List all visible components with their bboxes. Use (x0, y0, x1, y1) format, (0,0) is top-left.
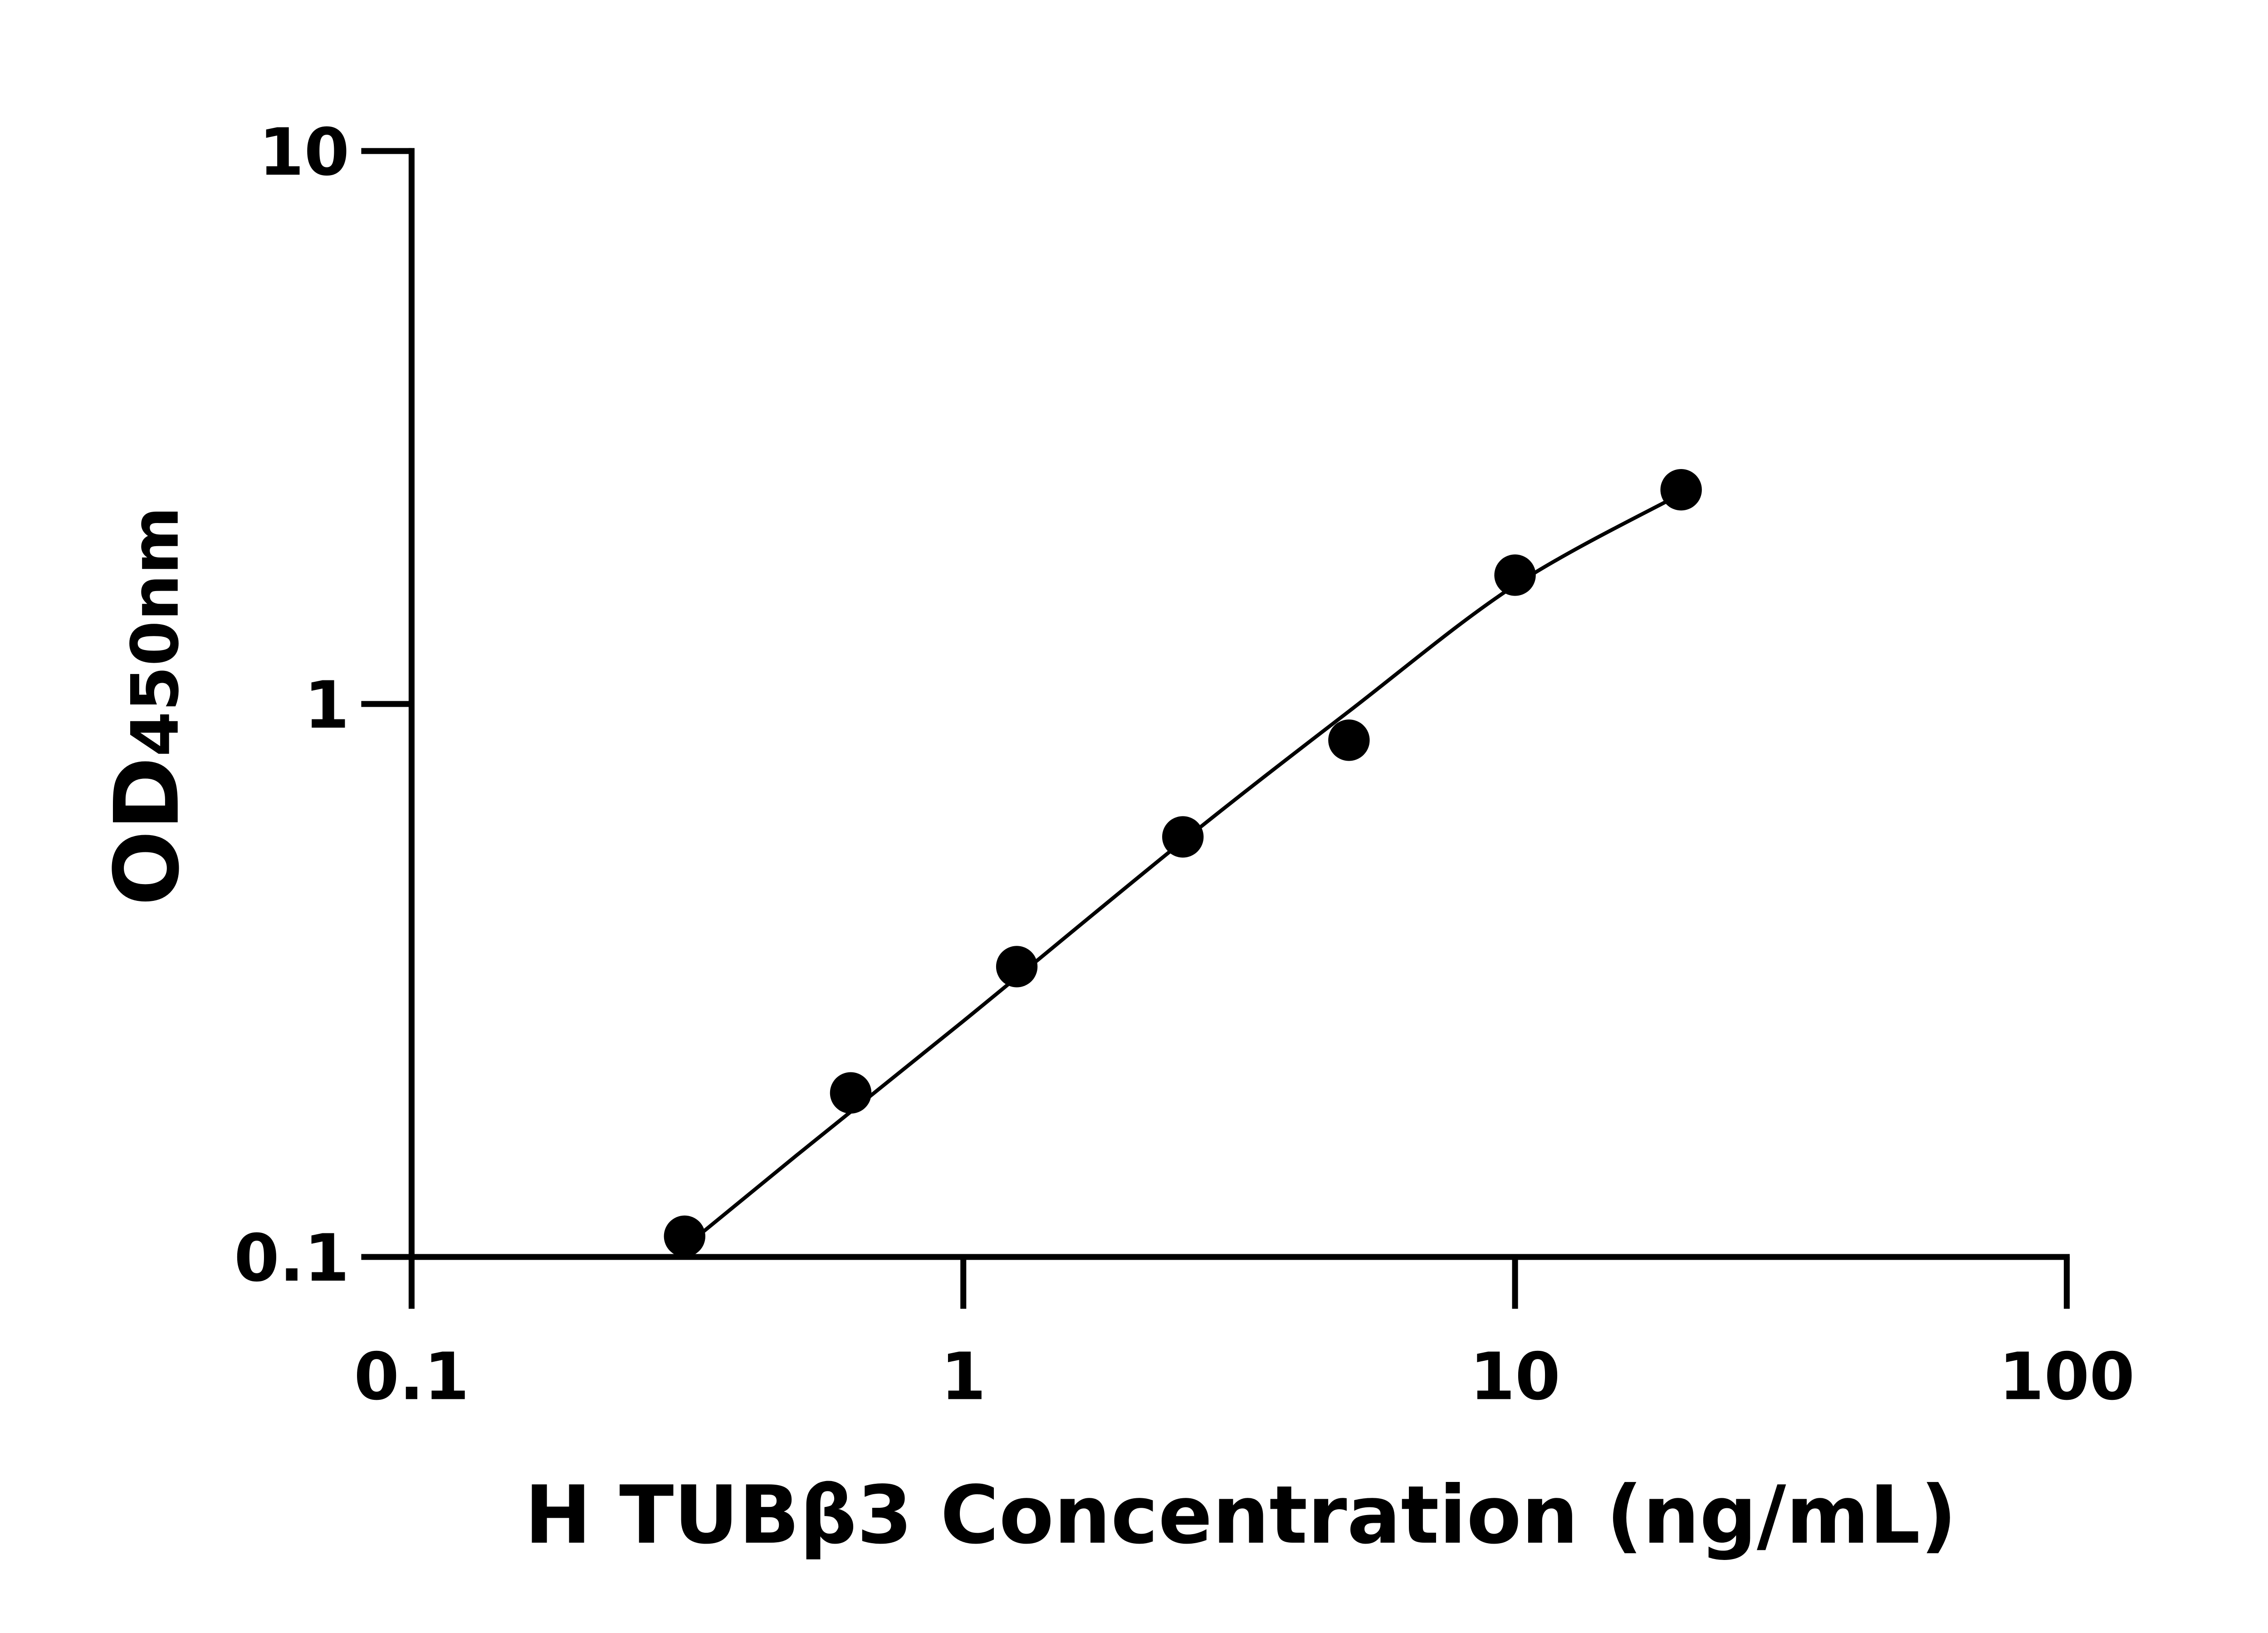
x-tick-label: 0.1 (354, 1339, 469, 1414)
x-tick-label: 100 (1999, 1339, 2135, 1414)
x-tick-label: 1 (941, 1339, 986, 1414)
y-tick-label: 0.1 (234, 1220, 349, 1296)
y-axis-label-sub: 450nm (117, 507, 193, 757)
y-tick-label: 10 (259, 114, 349, 190)
fit-curve (696, 492, 1682, 1238)
y-axis-label: OD450nm (96, 507, 199, 906)
data-point (1494, 554, 1536, 596)
data-point (664, 1215, 705, 1257)
y-tick-label: 1 (304, 667, 349, 743)
data-point (996, 946, 1038, 988)
y-axis-label-main: OD (96, 757, 199, 906)
data-point (1162, 816, 1204, 858)
x-tick-label: 10 (1470, 1339, 1560, 1414)
data-point (1328, 719, 1370, 761)
data-point (1660, 469, 1702, 511)
data-point (830, 1072, 872, 1114)
x-axis-label: H TUBβ3 Concentration (ng/mL) (524, 1468, 1957, 1562)
axes (364, 148, 2070, 1260)
